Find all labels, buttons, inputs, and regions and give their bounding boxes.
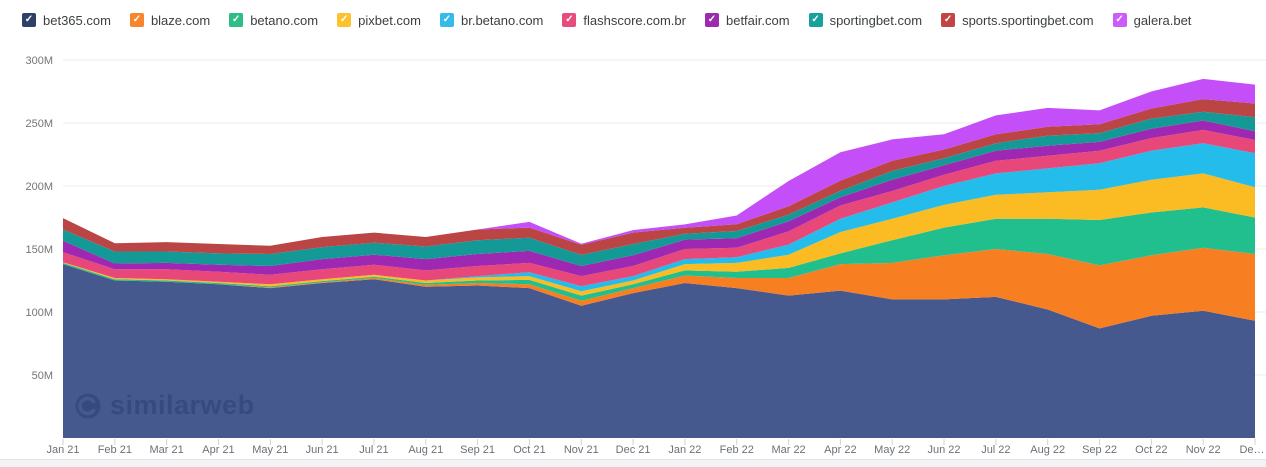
chart-legend: ✓ bet365.com ✓ blaze.com ✓ betano.com ✓ pixbet.… xyxy=(22,8,1191,32)
legend-item-flashscore-com-br[interactable]: ✓ flashscore.com.br xyxy=(562,13,686,28)
legend-label: blaze.com xyxy=(150,12,211,28)
x-axis-label: May 22 xyxy=(874,444,910,456)
horizontal-scrollbar[interactable] xyxy=(0,459,1266,467)
legend-checkbox-checked-icon[interactable]: ✓ xyxy=(22,13,36,27)
x-axis-label: Dec 21 xyxy=(616,444,651,456)
legend-item-galera-bet[interactable]: ✓ galera.bet xyxy=(1112,12,1192,28)
x-axis-label: Oct 21 xyxy=(513,444,545,456)
legend-label: pixbet.com xyxy=(358,12,421,28)
x-axis-label: Oct 22 xyxy=(1135,444,1167,456)
y-axis-label: 300M xyxy=(25,55,53,67)
x-axis-label: Feb 21 xyxy=(98,444,132,456)
x-axis-label: De… xyxy=(1239,444,1264,456)
x-axis-label: Apr 21 xyxy=(202,444,234,456)
area-series-betfair-com[interactable] xyxy=(63,120,1255,277)
area-series-br-betano-com[interactable] xyxy=(63,143,1255,292)
legend-item-betano-com[interactable]: ✓ betano.com xyxy=(229,13,318,28)
x-axis-label: Mar 21 xyxy=(150,444,184,456)
legend-item-bet365-com[interactable]: ✓ bet365.com xyxy=(22,13,111,28)
legend-label: bet365.com xyxy=(43,12,111,28)
legend-checkbox-checked-icon[interactable]: ✓ xyxy=(1112,13,1127,27)
legend-item-blaze-com[interactable]: ✓ blaze.com xyxy=(129,12,211,28)
legend-checkbox-checked-icon[interactable]: ✓ xyxy=(562,13,577,27)
legend-checkbox-checked-icon[interactable]: ✓ xyxy=(440,13,454,27)
legend-label: betfair.com xyxy=(725,12,790,28)
area-series-blaze-com[interactable] xyxy=(63,247,1255,329)
legend-item-sports-sportingbet-com[interactable]: ✓ sports.sportingbet.com xyxy=(941,13,1094,28)
legend-checkbox-checked-icon[interactable]: ✓ xyxy=(808,13,823,27)
x-axis-label: Jul 21 xyxy=(359,444,388,456)
legend-label: betano.com xyxy=(250,12,319,28)
x-axis-label: Sep 21 xyxy=(460,444,495,456)
x-axis-label: Nov 22 xyxy=(1186,444,1221,456)
legend-checkbox-checked-icon[interactable]: ✓ xyxy=(337,13,352,27)
x-axis-label: Jun 22 xyxy=(928,444,961,456)
x-axis-label: Jan 21 xyxy=(46,444,79,456)
legend-label: galera.bet xyxy=(1133,12,1192,28)
x-axis-label: May 21 xyxy=(252,444,288,456)
x-axis-label: Jul 22 xyxy=(981,444,1010,456)
y-axis-label: 250M xyxy=(25,118,53,130)
area-series-betano-com[interactable] xyxy=(63,207,1255,301)
y-axis-label: 100M xyxy=(25,307,53,319)
x-axis-label: Jan 22 xyxy=(668,444,701,456)
x-axis-label: Apr 22 xyxy=(824,444,856,456)
x-axis-label: Aug 22 xyxy=(1030,444,1065,456)
legend-label: flashscore.com.br xyxy=(583,12,686,28)
x-axis-label: Nov 21 xyxy=(564,444,599,456)
legend-label: sportingbet.com xyxy=(829,12,923,28)
y-axis-label: 200M xyxy=(25,181,53,193)
legend-checkbox-checked-icon[interactable]: ✓ xyxy=(941,13,956,27)
legend-item-br-betano-com[interactable]: ✓ br.betano.com xyxy=(440,13,543,28)
area-series-sportingbet-com[interactable] xyxy=(63,111,1255,266)
area-series-sports-sportingbet-com[interactable] xyxy=(63,99,1255,255)
legend-label: br.betano.com xyxy=(461,12,544,28)
legend-checkbox-checked-icon[interactable]: ✓ xyxy=(129,13,144,27)
legend-item-sportingbet-com[interactable]: ✓ sportingbet.com xyxy=(808,12,923,28)
legend-item-pixbet-com[interactable]: ✓ pixbet.com xyxy=(337,13,421,28)
area-series-pixbet-com[interactable] xyxy=(63,173,1255,296)
legend-checkbox-checked-icon[interactable]: ✓ xyxy=(704,13,719,27)
x-axis-label: Aug 21 xyxy=(408,444,443,456)
x-axis-label: Mar 22 xyxy=(771,444,805,456)
legend-checkbox-checked-icon[interactable]: ✓ xyxy=(229,13,244,27)
y-axis-label: 50M xyxy=(32,370,53,382)
x-axis-label: Jun 21 xyxy=(306,444,339,456)
legend-label: sports.sportingbet.com xyxy=(962,12,1094,28)
area-series-flashscore-com-br[interactable] xyxy=(63,129,1255,287)
x-axis-label: Sep 22 xyxy=(1082,444,1117,456)
x-axis-label: Feb 22 xyxy=(720,444,754,456)
area-series-bet365-com[interactable] xyxy=(63,264,1255,438)
legend-item-betfair-com[interactable]: ✓ betfair.com xyxy=(704,12,790,28)
y-axis-label: 150M xyxy=(25,244,53,256)
